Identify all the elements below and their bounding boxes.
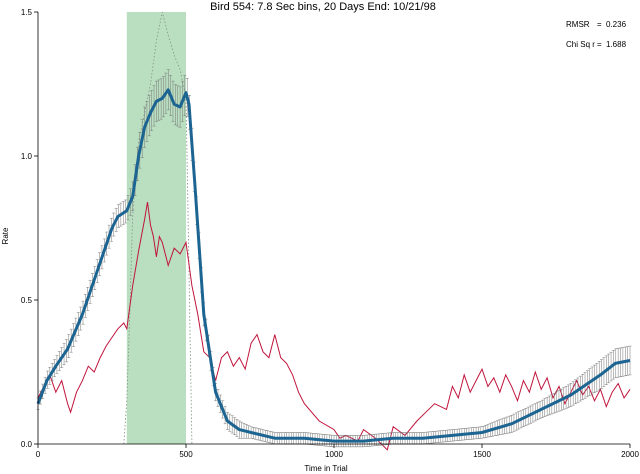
error-bars xyxy=(36,69,632,448)
series-mean-line xyxy=(36,88,631,443)
series-dotted-line xyxy=(123,11,193,445)
y-tick-label: 0.0 xyxy=(21,440,33,449)
plot-area xyxy=(36,11,632,451)
x-tick-label: 2000 xyxy=(621,450,639,459)
x-ticks: 0 500 1000 1500 2000 xyxy=(36,444,639,459)
y-tick-label: 1.0 xyxy=(21,152,33,161)
stat-rmsr-value: 0.236 xyxy=(606,20,627,29)
stat-chisq-value: 1.688 xyxy=(606,40,627,49)
series-red-line xyxy=(37,202,631,451)
x-tick-label: 1500 xyxy=(473,450,491,459)
y-ticks: 0.0 0.5 1.0 1.5 xyxy=(21,8,38,449)
y-tick-label: 0.5 xyxy=(21,296,33,305)
x-tick-label: 500 xyxy=(179,450,193,459)
y-tick-label: 1.5 xyxy=(21,8,33,17)
stat-chisq-label: Chi Sq r xyxy=(566,40,595,49)
stat-chisq-eq: = xyxy=(597,40,602,49)
stat-rmsr-label: RMSR xyxy=(566,20,590,29)
x-tick-label: 0 xyxy=(36,450,41,459)
x-tick-label: 1000 xyxy=(325,450,343,459)
shaded-region xyxy=(126,12,186,444)
error-bar xyxy=(628,345,632,376)
stat-rmsr-eq: = xyxy=(597,20,602,29)
y-axis-label: Rate xyxy=(1,227,10,244)
stats-box: RMSR = 0.236 Chi Sq r = 1.688 xyxy=(566,20,627,49)
x-axis-label: Time in Trial xyxy=(304,464,347,473)
chart-title: Bird 554: 7.8 Sec bins, 20 Days End: 10/… xyxy=(210,1,436,13)
